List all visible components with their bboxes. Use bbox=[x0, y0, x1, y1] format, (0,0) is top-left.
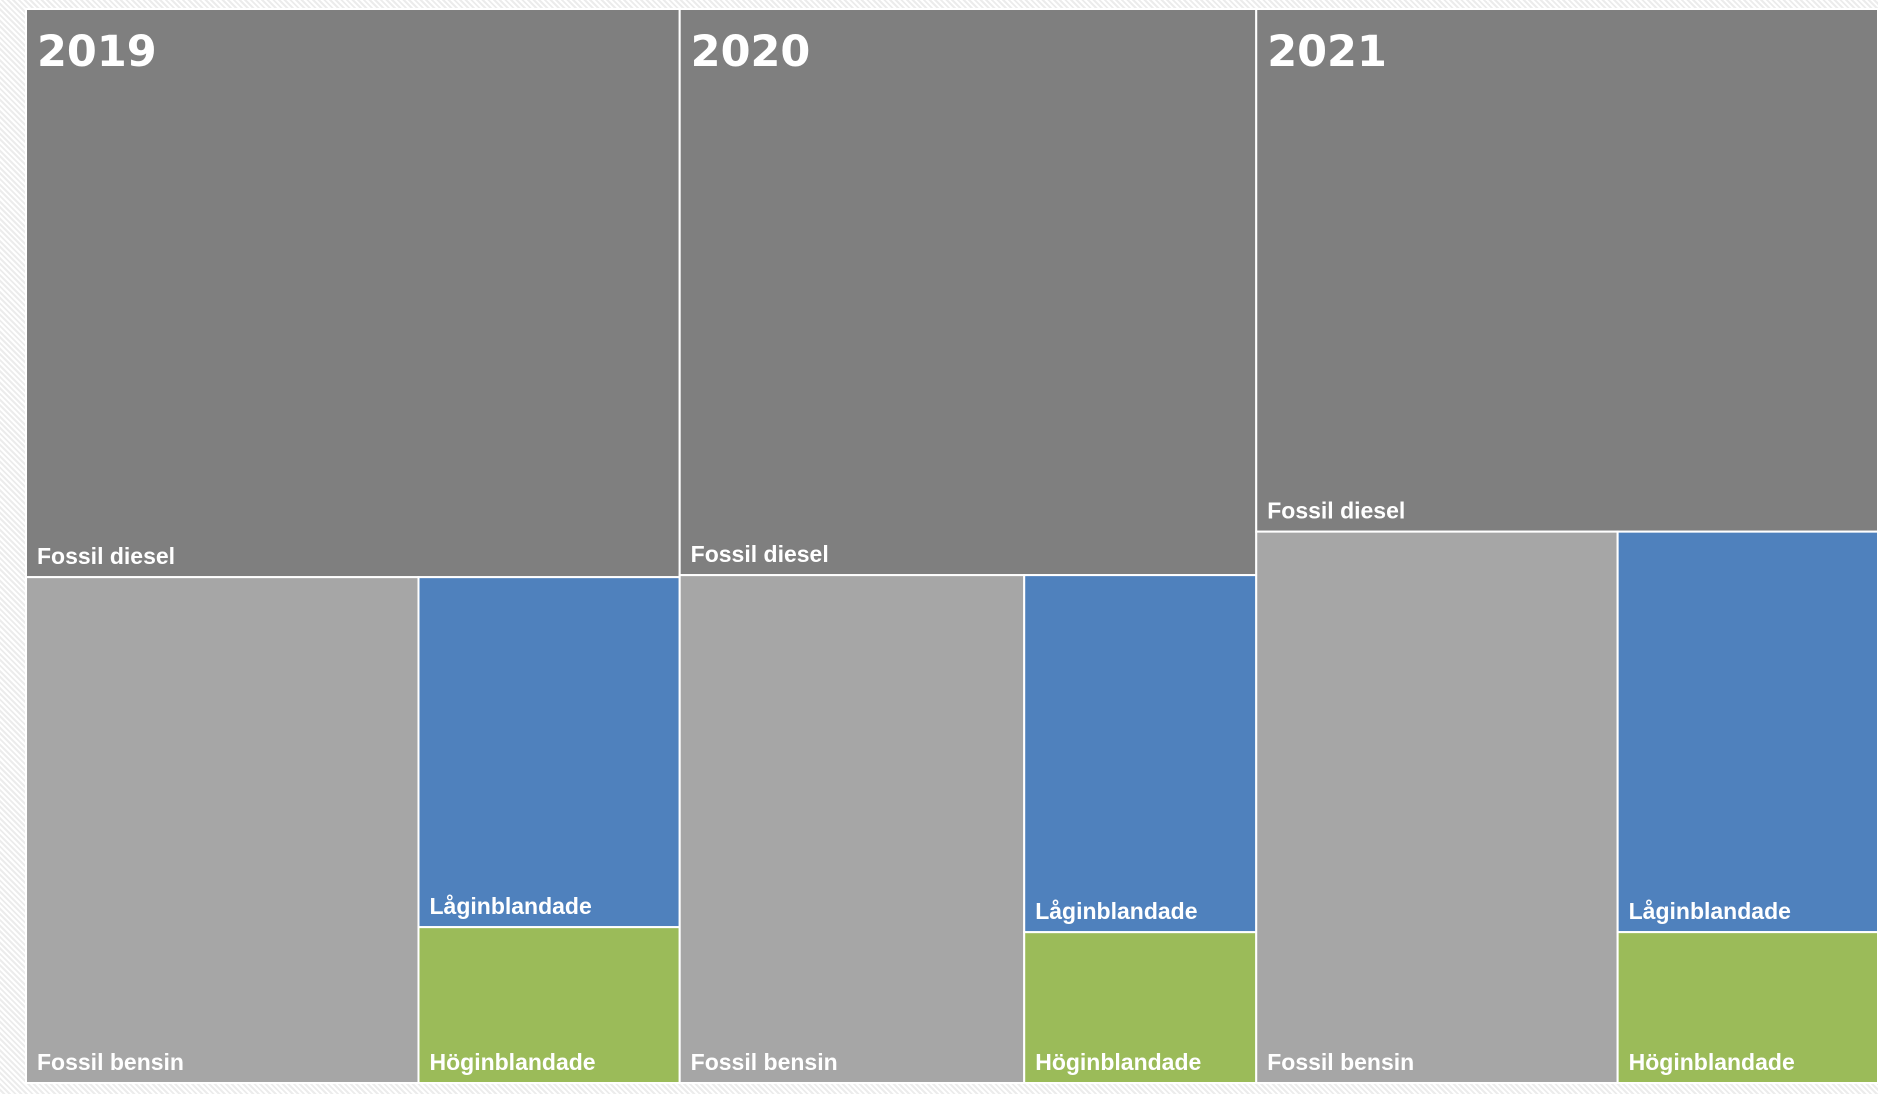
label-year-2021-hoginblandade: Höginblandade bbox=[1629, 1049, 1795, 1075]
label-year-2021-fossil-bensin: Fossil bensin bbox=[1267, 1049, 1414, 1075]
label-year-2020-hoginblandade: Höginblandade bbox=[1035, 1049, 1201, 1075]
cell-year-2019-hoginblandade bbox=[417, 926, 681, 1085]
cell-year-2019-fossil-bensin bbox=[25, 576, 420, 1084]
cell-year-2021-laginblandade bbox=[1616, 530, 1878, 934]
cell-year-2021-fossil-bensin bbox=[1255, 530, 1619, 1084]
label-year-2021-laginblandade: Låginblandade bbox=[1629, 898, 1791, 924]
label-year-2021-fossil-diesel: Fossil diesel bbox=[1267, 498, 1405, 524]
group-label-2020: 2020 bbox=[691, 27, 811, 77]
label-year-2020-laginblandade: Låginblandade bbox=[1035, 898, 1197, 924]
cell-year-2020-fossil-diesel bbox=[678, 8, 1258, 577]
label-year-2019-laginblandade: Låginblandade bbox=[429, 893, 591, 919]
group-label-2019: 2019 bbox=[37, 27, 157, 77]
label-year-2020-fossil-diesel: Fossil diesel bbox=[691, 541, 829, 567]
group-label-2021: 2021 bbox=[1267, 27, 1387, 77]
cell-year-2020-fossil-bensin bbox=[678, 574, 1026, 1084]
label-year-2019-fossil-diesel: Fossil diesel bbox=[37, 543, 175, 569]
cell-year-2019-fossil-diesel bbox=[25, 8, 681, 579]
cell-year-2021-hoginblandade bbox=[1616, 931, 1878, 1084]
label-year-2019-hoginblandade: Höginblandade bbox=[429, 1049, 595, 1075]
cell-year-2019-laginblandade bbox=[417, 576, 681, 929]
label-year-2020-fossil-bensin: Fossil bensin bbox=[691, 1049, 838, 1075]
label-year-2019-fossil-bensin: Fossil bensin bbox=[37, 1049, 184, 1075]
cell-year-2020-laginblandade bbox=[1023, 574, 1258, 934]
cell-year-2020-hoginblandade bbox=[1023, 931, 1258, 1085]
cell-year-2021-fossil-diesel bbox=[1255, 8, 1878, 533]
